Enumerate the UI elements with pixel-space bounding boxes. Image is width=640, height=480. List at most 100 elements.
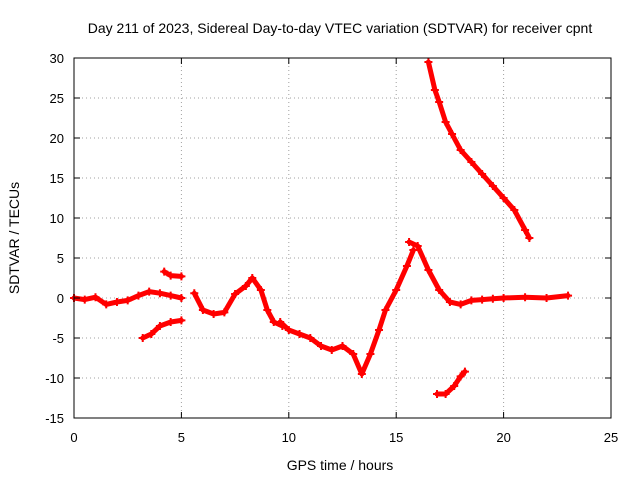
data-point	[510, 206, 519, 214]
x-tick-labels: 0 5 10 15 20 25	[70, 430, 618, 445]
data-point	[435, 286, 444, 294]
data-point	[349, 350, 358, 358]
data-point	[456, 372, 465, 381]
series-group	[424, 58, 534, 242]
data-point	[338, 342, 347, 350]
data-point	[134, 291, 143, 300]
x-tick-label: 5	[178, 430, 185, 445]
data-point	[190, 289, 199, 298]
x-tick-label: 0	[70, 430, 77, 445]
data-point	[276, 318, 285, 326]
y-tick-label: 20	[50, 131, 64, 146]
y-tick-label: 30	[50, 51, 64, 66]
plot-frame	[73, 57, 612, 419]
y-tick-label: 0	[57, 291, 64, 306]
y-tick-labels: -15 -10 -5 0 5 10 15 20 25 30	[45, 51, 64, 426]
data-point	[435, 98, 444, 106]
series-line	[140, 317, 184, 341]
data-point	[405, 238, 414, 246]
series-group	[433, 367, 469, 398]
data-point	[123, 296, 132, 305]
y-tick-label: 10	[50, 211, 64, 226]
data-point	[220, 308, 229, 317]
data-point	[177, 316, 186, 325]
data-point	[102, 300, 111, 309]
data-point	[499, 194, 508, 202]
series-line	[406, 239, 571, 307]
x-tick-label: 20	[496, 430, 510, 445]
data-point	[392, 286, 401, 294]
data-point	[366, 350, 375, 358]
y-tick-label: 5	[57, 251, 64, 266]
data-point	[441, 390, 450, 398]
data-point	[209, 310, 218, 318]
data-point	[166, 271, 175, 280]
data-point	[424, 58, 433, 66]
x-tick-label: 10	[282, 430, 296, 445]
data-point	[478, 295, 487, 304]
data-point	[248, 274, 257, 282]
data-point	[256, 286, 265, 294]
data-point	[284, 326, 293, 334]
data-point	[160, 267, 169, 276]
data-point	[327, 346, 336, 354]
data-point	[317, 342, 326, 350]
data-point	[448, 130, 457, 138]
data-point	[145, 287, 154, 296]
data-point	[478, 170, 487, 178]
data-point	[357, 370, 366, 378]
data-point	[241, 282, 250, 290]
data-point	[499, 294, 508, 302]
data-point	[433, 390, 442, 398]
series-group	[160, 267, 186, 281]
data-point	[467, 296, 476, 305]
series-layer	[70, 58, 573, 398]
data-point	[166, 291, 175, 300]
data-point	[460, 367, 469, 376]
x-tick-label: 15	[389, 430, 403, 445]
data-point	[402, 262, 411, 270]
data-point	[155, 322, 164, 330]
data-point	[450, 382, 459, 390]
series-group	[276, 246, 418, 378]
data-point	[80, 295, 89, 304]
data-point	[409, 246, 418, 254]
y-tick-label: 15	[50, 171, 64, 186]
data-point	[525, 234, 534, 242]
chart-title: Day 211 of 2023, Sidereal Day-to-day VTE…	[88, 20, 593, 36]
y-tick-label: 25	[50, 91, 64, 106]
data-point	[424, 266, 433, 274]
y-tick-label: -5	[52, 331, 64, 346]
series-line	[277, 247, 416, 377]
data-point	[488, 294, 497, 303]
series-line	[191, 275, 285, 329]
data-point	[91, 293, 100, 302]
grid	[74, 58, 611, 418]
y-axis-label: SDTVAR / TECUs	[6, 182, 22, 294]
data-point	[147, 330, 156, 338]
data-point	[564, 291, 573, 300]
x-tick-label: 25	[604, 430, 618, 445]
data-point	[467, 158, 476, 166]
series-group	[405, 238, 573, 309]
tick-marks	[73, 57, 612, 419]
data-point	[441, 118, 450, 126]
data-point	[166, 318, 175, 326]
data-point	[138, 334, 147, 342]
data-point	[488, 182, 497, 190]
data-point	[445, 298, 454, 306]
data-point	[295, 330, 304, 338]
series-group	[70, 287, 186, 309]
data-point	[263, 306, 272, 314]
series-group	[138, 316, 186, 342]
data-point	[231, 290, 240, 298]
data-point	[542, 294, 551, 302]
data-point	[381, 306, 390, 314]
x-axis-label: GPS time / hours	[287, 457, 394, 473]
data-point	[456, 146, 465, 154]
data-point	[112, 298, 121, 306]
y-tick-label: -10	[45, 371, 64, 386]
data-point	[430, 86, 439, 94]
y-tick-label: -15	[45, 411, 64, 426]
data-point	[375, 326, 384, 334]
